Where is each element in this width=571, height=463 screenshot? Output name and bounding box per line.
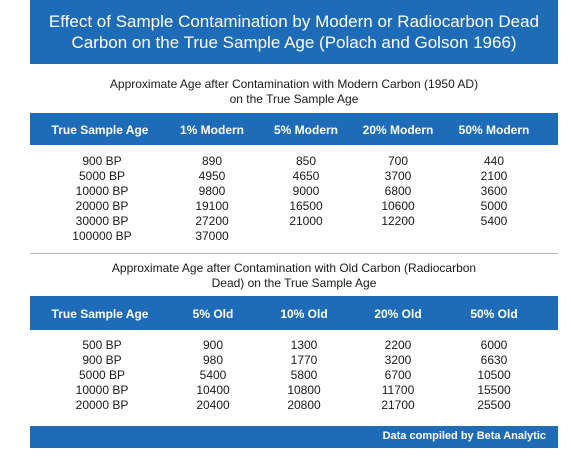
- cell-true-age: 900 BP: [82, 353, 122, 367]
- cell-value: 21700: [381, 398, 415, 412]
- old-section-caption: Approximate Age after Contamination with…: [30, 261, 558, 291]
- old-caption-line-2: Dead) on the True Sample Age: [211, 276, 377, 290]
- cell-value: 20800: [287, 398, 321, 412]
- section-divider: [30, 253, 558, 254]
- old-table-header: True Sample Age 5% Old 10% Old 20% Old 5…: [30, 296, 558, 330]
- modern-header-1pct: 1% Modern: [179, 123, 245, 137]
- cell-value: 10500: [477, 368, 511, 382]
- cell-true-age: 30000 BP: [75, 214, 129, 228]
- modern-header-true-age: True Sample Age: [51, 123, 149, 137]
- table-row: 5000 BP 5400 5800 6700 10500: [30, 368, 558, 383]
- cell-value: 20400: [196, 398, 230, 412]
- old-table-body: 500 BP 900 1300 2200 6000 900 BP 980 177…: [30, 338, 558, 413]
- cell-value: 6800: [384, 184, 412, 198]
- cell-value: 1770: [290, 353, 318, 367]
- old-header-10pct: 10% Old: [280, 307, 328, 321]
- cell-value: 1300: [290, 338, 318, 352]
- cell-value: 850: [295, 154, 317, 168]
- table-row: 10000 BP 10400 10800 11700 15500: [30, 383, 558, 398]
- cell-value: 19100: [195, 199, 229, 213]
- cell-value: 4650: [292, 169, 320, 183]
- cell-value: 3700: [384, 169, 412, 183]
- title-line-2: Carbon on the True Sample Age (Polach an…: [71, 33, 517, 52]
- title-banner: Effect of Sample Contamination by Modern…: [30, 0, 558, 64]
- cell-value: 10600: [381, 199, 415, 213]
- cell-true-age: 20000 BP: [75, 398, 129, 412]
- old-header-true-age: True Sample Age: [51, 307, 149, 321]
- footer-bar: Data compiled by Beta Analytic: [30, 426, 558, 448]
- cell-value: 6630: [480, 353, 508, 367]
- cell-value: 21000: [289, 214, 323, 228]
- title-line-1: Effect of Sample Contamination by Modern…: [48, 12, 540, 31]
- table-row: 900 BP 890 850 700 440: [30, 154, 558, 169]
- cell-value: 440: [483, 154, 505, 168]
- cell-value: 2100: [480, 169, 508, 183]
- table-row: 500 BP 900 1300 2200 6000: [30, 338, 558, 353]
- modern-caption-line-1: Approximate Age after Contamination with…: [109, 77, 479, 91]
- cell-true-age: 500 BP: [82, 338, 122, 352]
- cell-true-age: 10000 BP: [75, 184, 129, 198]
- cell-value: 15500: [477, 383, 511, 397]
- cell-value: 700: [387, 154, 409, 168]
- table-row: 900 BP 980 1770 3200 6630: [30, 353, 558, 368]
- modern-header-20pct: 20% Modern: [362, 123, 434, 137]
- table-row: 10000 BP 9800 9000 6800 3600: [30, 184, 558, 199]
- cell-value: 16500: [289, 199, 323, 213]
- cell-value: 10400: [196, 383, 230, 397]
- cell-true-age: 5000 BP: [78, 368, 126, 382]
- old-header-20pct: 20% Old: [374, 307, 422, 321]
- cell-value: 5400: [199, 368, 227, 382]
- modern-table-header: True Sample Age 1% Modern 5% Modern 20% …: [30, 113, 558, 145]
- table-row: 20000 BP 20400 20800 21700 25500: [30, 398, 558, 413]
- cell-value: 5800: [290, 368, 318, 382]
- cell-true-age: 5000 BP: [78, 169, 126, 183]
- cell-value: 27200: [195, 214, 229, 228]
- cell-value: 3600: [480, 184, 508, 198]
- old-caption-line-1: Approximate Age after Contamination with…: [111, 261, 477, 275]
- cell-value: 900: [202, 338, 224, 352]
- cell-value: 10800: [287, 383, 321, 397]
- modern-table-body: 900 BP 890 850 700 440 5000 BP 4950 4650…: [30, 154, 558, 244]
- footer-credit: Data compiled by Beta Analytic: [382, 430, 546, 442]
- modern-header-50pct: 50% Modern: [458, 123, 530, 137]
- cell-value: 5000: [480, 199, 508, 213]
- modern-section-caption: Approximate Age after Contamination with…: [30, 77, 558, 107]
- old-header-50pct: 50% Old: [470, 307, 518, 321]
- cell-value: 25500: [477, 398, 511, 412]
- table-row: 100000 BP 37000: [30, 229, 558, 244]
- cell-value: 6700: [384, 368, 412, 382]
- cell-value: 2200: [384, 338, 412, 352]
- cell-value: 37000: [195, 229, 229, 243]
- cell-value: 9000: [292, 184, 320, 198]
- cell-value: 5400: [480, 214, 508, 228]
- cell-value: 3200: [384, 353, 412, 367]
- cell-true-age: 900 BP: [82, 154, 122, 168]
- cell-value: 6000: [480, 338, 508, 352]
- cell-true-age: 100000 BP: [72, 229, 132, 243]
- table-row: 30000 BP 27200 21000 12200 5400: [30, 214, 558, 229]
- cell-value: 890: [201, 154, 223, 168]
- cell-value: 4950: [198, 169, 226, 183]
- table-row: 20000 BP 19100 16500 10600 5000: [30, 199, 558, 214]
- cell-value: 980: [202, 353, 224, 367]
- cell-value: 12200: [381, 214, 415, 228]
- modern-caption-line-2: on the True Sample Age: [229, 92, 359, 106]
- table-row: 5000 BP 4950 4650 3700 2100: [30, 169, 558, 184]
- cell-value: 9800: [198, 184, 226, 198]
- cell-true-age: 20000 BP: [75, 199, 129, 213]
- modern-header-5pct: 5% Modern: [273, 123, 339, 137]
- cell-value: 11700: [381, 383, 415, 397]
- cell-true-age: 10000 BP: [75, 383, 129, 397]
- old-header-5pct: 5% Old: [192, 307, 234, 321]
